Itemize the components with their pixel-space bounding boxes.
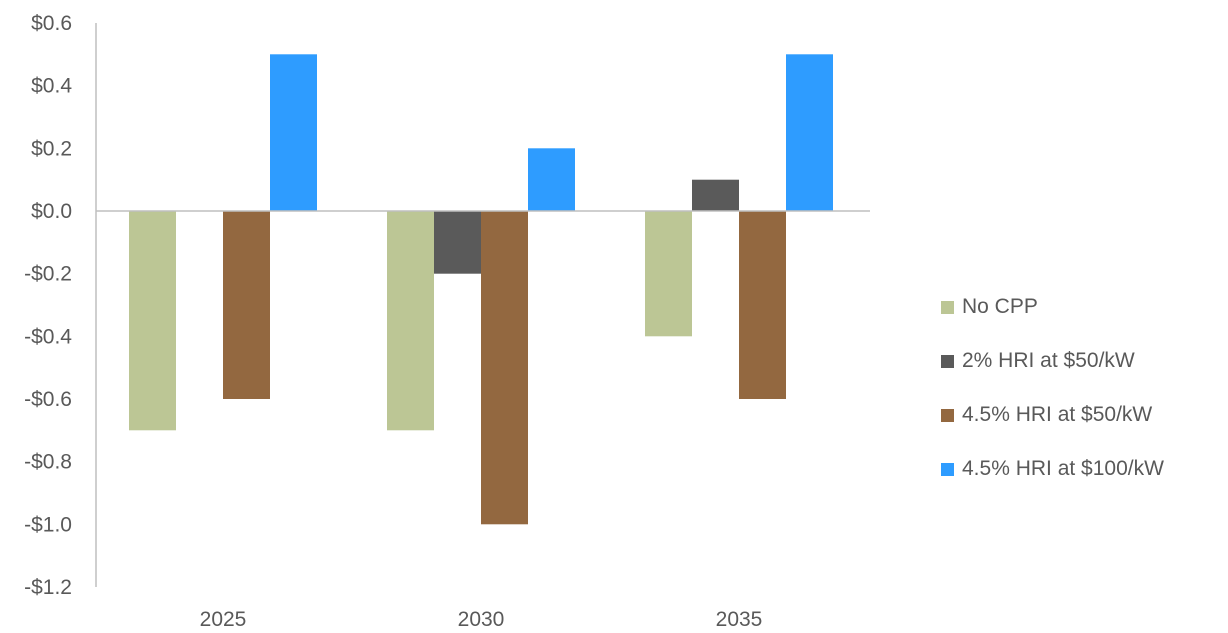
bar-2030-series-0 [387, 211, 434, 431]
legend-swatch [941, 462, 954, 476]
legend-label: 4.5% HRI at $100/kW [962, 457, 1164, 480]
bar-2030-series-2 [481, 211, 528, 525]
legend-item: No CPP [941, 292, 1038, 322]
y-tick-label: -$0.4 [24, 325, 72, 348]
y-tick-label: -$0.8 [24, 451, 72, 474]
bar-2035-series-3 [786, 54, 833, 211]
bar-2025-series-0 [129, 211, 176, 431]
legend-item: 4.5% HRI at $50/kW [941, 400, 1152, 430]
bar-2035-series-1 [692, 179, 739, 211]
bar-2035-series-2 [739, 211, 786, 399]
bars [129, 54, 833, 525]
x-category-label: 2030 [458, 608, 505, 631]
y-tick-label: -$0.6 [24, 388, 72, 411]
legend-label: 4.5% HRI at $50/kW [962, 403, 1153, 426]
y-tick-label: $0.2 [31, 137, 72, 160]
legend-label: 2% HRI at $50/kW [962, 349, 1135, 372]
legend-label: No CPP [962, 295, 1038, 318]
y-axis-tick-labels: $0.6 $0.4 $0.2 $0.0 -$0.2 -$0.4 -$0.6 -$0.8 -$1.… [24, 12, 72, 599]
y-tick-label: -$1.0 [24, 513, 72, 536]
x-category-label: 2025 [200, 608, 247, 631]
y-tick-label: -$1.2 [24, 576, 72, 599]
legend-item: 2% HRI at $50/kW [941, 346, 1135, 376]
bar-2025-series-2 [223, 211, 270, 399]
legend-item: 4.5% HRI at $100/kW [941, 454, 1164, 484]
y-tick-label: $0.0 [31, 200, 72, 223]
y-tick-label: $0.4 [31, 75, 72, 98]
bar-2030-series-3 [528, 148, 575, 211]
x-category-label: 2035 [716, 608, 763, 631]
bar-2030-series-1 [434, 211, 481, 274]
bar-2035-series-0 [645, 211, 692, 337]
legend-swatch [941, 354, 954, 368]
legend-swatch [941, 300, 954, 314]
y-tick-label: -$0.2 [24, 263, 72, 286]
legend-swatch [941, 408, 954, 422]
bar-2025-series-3 [270, 54, 317, 211]
x-axis-category-labels: 2025 2030 2035 [200, 608, 763, 631]
y-tick-label: $0.6 [31, 12, 72, 35]
